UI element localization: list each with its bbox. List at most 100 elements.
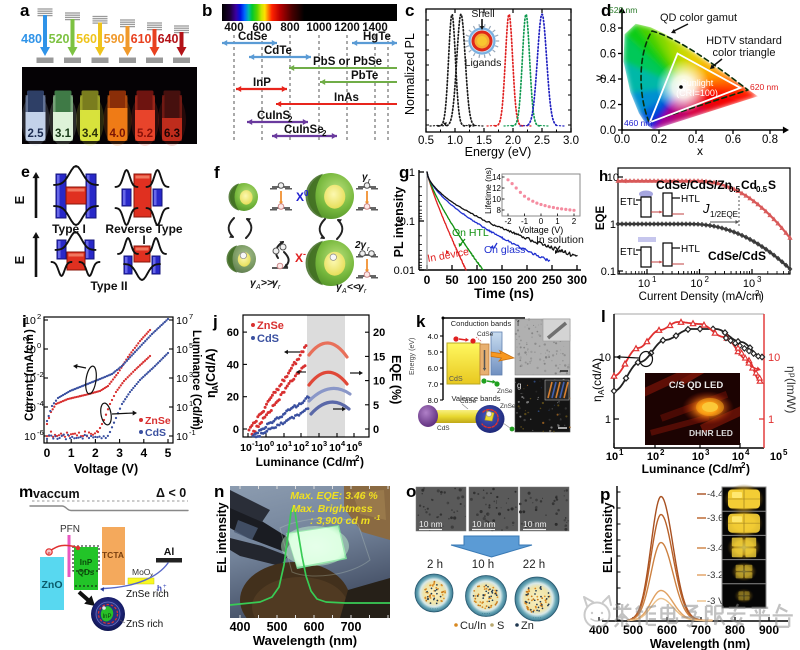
svg-text:10: 10 [240,442,252,454]
svg-text:Zn: Zn [521,620,534,632]
svg-text:400: 400 [230,620,251,634]
svg-text:0.5: 0.5 [756,185,768,194]
svg-text:50: 50 [445,273,459,287]
svg-text:η: η [784,366,798,373]
svg-text:CdS: CdS [449,376,463,383]
svg-text:CdS: CdS [257,333,279,345]
svg-text:CdSe/CdS/Zn: CdSe/CdS/Zn [656,178,732,192]
svg-text:η: η [590,395,604,402]
svg-text:X: X [296,190,304,204]
svg-text:r: r [367,244,370,253]
svg-text:Shell: Shell [471,8,494,20]
svg-text:r: r [364,288,367,295]
svg-text:>>: >> [261,277,273,289]
svg-text:PL intensity: PL intensity [392,187,406,258]
svg-text:PFN: PFN [60,524,80,535]
svg-text:200: 200 [517,273,537,287]
svg-text:(CRI=100): (CRI=100) [676,88,718,98]
svg-text:InP: InP [102,614,111,620]
svg-text:10: 10 [768,352,780,364]
svg-text:20: 20 [373,327,385,339]
svg-text:60: 60 [227,327,239,339]
svg-text:600: 600 [252,22,271,34]
svg-text:r: r [278,284,281,291]
svg-text:10: 10 [373,376,385,388]
svg-text:6: 6 [358,439,362,448]
svg-text:1: 1 [652,275,657,284]
svg-text:0: 0 [233,424,239,436]
svg-text:On glass: On glass [484,244,525,256]
svg-text:g: g [517,381,521,390]
svg-text:HDTV standard: HDTV standard [706,35,782,47]
svg-text:Conduction bands: Conduction bands [451,319,512,328]
svg-text:10: 10 [176,344,188,356]
svg-text:10: 10 [607,172,619,184]
svg-text:0.2: 0.2 [600,100,616,112]
svg-text:EL intensity: EL intensity [601,502,615,573]
svg-text:2: 2 [322,129,327,138]
svg-text:InP: InP [253,77,271,89]
svg-text:40: 40 [227,359,239,371]
svg-text:f: f [214,163,220,182]
svg-text:1: 1 [605,414,611,426]
svg-text:h: h [599,168,608,185]
svg-text:520: 520 [49,32,70,46]
svg-text:0.5: 0.5 [729,185,741,194]
svg-text:20: 20 [227,392,239,404]
svg-text:Max. EQE: 3.46 %: Max. EQE: 3.46 % [290,490,378,502]
svg-text:2: 2 [288,115,293,124]
svg-text:480: 480 [21,32,42,46]
svg-text:0: 0 [373,424,379,436]
svg-text:10: 10 [647,451,659,463]
svg-text:TCTA: TCTA [102,550,124,560]
svg-text:γ: γ [358,281,365,293]
svg-text:l: l [601,307,606,326]
svg-text:Energy (eV): Energy (eV) [465,145,532,159]
svg-text:-2: -2 [504,217,512,226]
svg-text:DHNR LED: DHNR LED [689,428,733,438]
svg-text:Sunlight: Sunlight [681,78,714,88]
svg-text:2: 2 [92,446,99,460]
svg-text:1: 1 [189,399,193,408]
svg-text:5.0: 5.0 [428,348,438,357]
svg-text:2γ: 2γ [354,240,368,251]
svg-text:On HTL: On HTL [452,227,489,239]
svg-text:10: 10 [24,373,36,385]
svg-text:7: 7 [189,312,193,321]
svg-text:Luminance (Cd/m: Luminance (Cd/m [256,455,357,469]
svg-text:3: 3 [757,275,762,284]
svg-text:12: 12 [492,184,501,193]
svg-text:0: 0 [37,341,41,350]
svg-text:p: p [600,485,610,504]
svg-text:(cd/A): (cd/A) [590,358,604,390]
svg-text:3: 3 [189,370,193,379]
svg-text:-6: -6 [37,428,44,437]
svg-text:I: I [142,233,145,247]
svg-text:10: 10 [176,373,188,385]
svg-text:500: 500 [267,620,288,634]
svg-text:ZnS rich: ZnS rich [126,619,163,630]
svg-text:γ: γ [250,277,257,289]
svg-text:2: 2 [741,461,746,470]
svg-text:0: 0 [44,446,51,460]
svg-text:5: 5 [373,400,379,412]
svg-text:3.0: 3.0 [563,135,579,147]
svg-text:-1: -1 [374,515,380,522]
svg-text:15: 15 [373,351,385,363]
svg-text:10: 10 [770,451,782,463]
svg-text:e: e [47,551,50,557]
svg-text:ZnO: ZnO [42,579,63,591]
svg-text:m: m [19,484,33,501]
svg-text:CdSe: CdSe [238,31,267,43]
svg-text:S: S [497,620,504,632]
svg-text:0.4: 0.4 [600,74,617,86]
svg-text:10: 10 [638,278,650,290]
svg-text:800: 800 [280,22,299,34]
svg-text:460 nm: 460 nm [624,118,652,128]
svg-text:o: o [406,482,416,501]
svg-text:0.8: 0.8 [600,23,616,35]
svg-text:y: y [592,75,606,81]
svg-text:2: 2 [22,336,31,341]
svg-text:590: 590 [104,32,125,46]
svg-text:4.0: 4.0 [428,332,438,341]
